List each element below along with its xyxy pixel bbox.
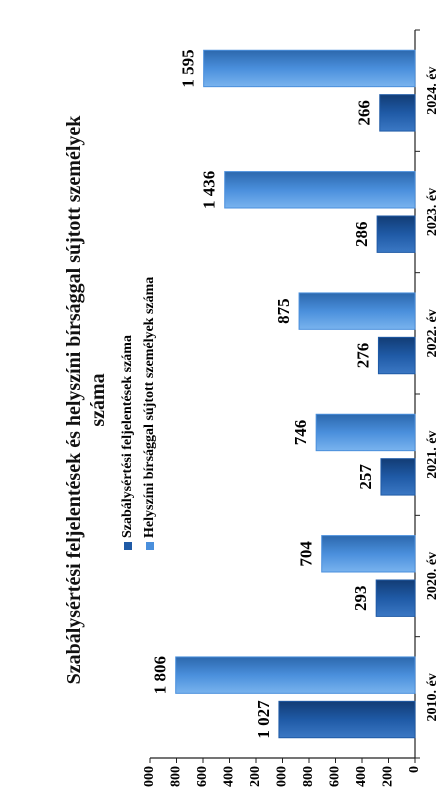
x-tick-label: 2023. év bbox=[425, 188, 440, 236]
bar bbox=[224, 171, 416, 209]
legend-label: Szabálysértési feljelentések száma bbox=[120, 335, 135, 538]
y-tick-label: 1 400 bbox=[222, 766, 237, 790]
value-label: 1 027 bbox=[254, 700, 273, 739]
chart-title: Szabálysértési feljelentések és helyszín… bbox=[63, 115, 109, 685]
value-label: 875 bbox=[274, 298, 293, 324]
y-tick-label: 800 bbox=[301, 766, 316, 787]
bar bbox=[175, 656, 416, 694]
y-tick-label: 0 bbox=[407, 766, 422, 773]
bar bbox=[375, 579, 416, 617]
x-tick-label: 2010. év bbox=[425, 673, 440, 721]
bar bbox=[377, 336, 416, 375]
bar bbox=[278, 700, 416, 739]
legend-swatch bbox=[124, 542, 132, 550]
bar bbox=[380, 458, 416, 496]
value-label: 1 595 bbox=[179, 49, 198, 87]
y-tick-label: 2 000 bbox=[142, 766, 157, 790]
bar bbox=[321, 535, 416, 573]
x-tick-label: 2020. év bbox=[425, 552, 440, 600]
x-tick-label: 2024. év bbox=[425, 67, 440, 115]
bar bbox=[298, 292, 416, 330]
y-tick-label: 1 600 bbox=[195, 766, 210, 790]
value-label: 1 806 bbox=[151, 656, 170, 694]
x-tick-label: 2022. év bbox=[425, 309, 440, 357]
y-tick-label: 1 000 bbox=[275, 766, 290, 790]
value-label: 257 bbox=[356, 464, 375, 490]
value-label: 704 bbox=[297, 541, 316, 567]
bar bbox=[376, 215, 416, 253]
bar bbox=[203, 49, 416, 88]
y-tick-label: 1 800 bbox=[169, 766, 184, 790]
value-label: 276 bbox=[353, 343, 372, 369]
bar bbox=[315, 413, 416, 452]
legend-swatch bbox=[146, 542, 154, 550]
title-box: Szabálysértési feljelentések és helyszín… bbox=[63, 115, 109, 685]
legend-label: Helyszíni bírsággal sújtott személyek sz… bbox=[142, 277, 157, 538]
value-label: 266 bbox=[355, 100, 374, 126]
y-tick-label: 200 bbox=[381, 766, 396, 787]
value-label: 286 bbox=[352, 221, 371, 247]
bar bbox=[379, 94, 416, 132]
value-label: 293 bbox=[351, 585, 370, 611]
x-tick-label: 2021. év bbox=[425, 431, 440, 479]
value-label: 1 436 bbox=[200, 171, 219, 209]
y-tick-label: 400 bbox=[354, 766, 369, 787]
y-tick-label: 1 200 bbox=[248, 766, 263, 790]
y-tick-label: 600 bbox=[328, 766, 343, 787]
rotated-chart: Szabálysértési feljelentések és helyszín… bbox=[63, 29, 440, 795]
value-label: 746 bbox=[291, 420, 310, 446]
